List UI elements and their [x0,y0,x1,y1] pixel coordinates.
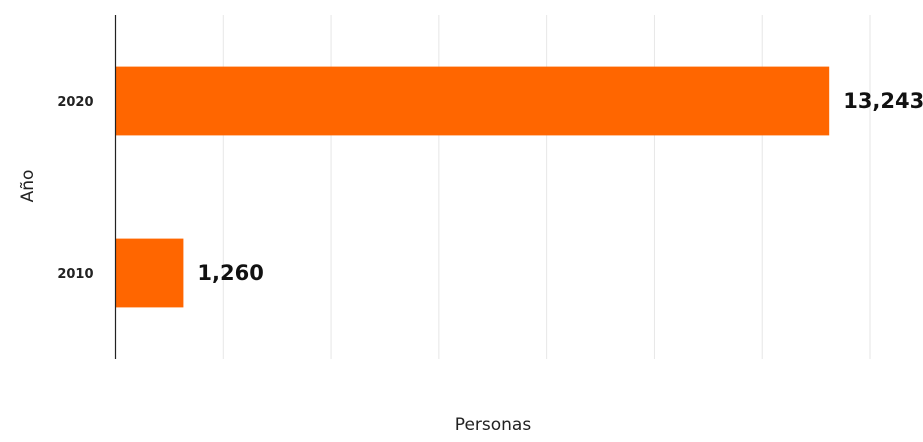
data-label-2010: 1,260 [197,261,263,285]
data-label-2020: 13,243 [843,89,923,113]
bars [115,66,830,308]
bar-2020 [115,66,830,136]
x-axis-title: Personas [455,415,532,435]
y-tick-label-2020: 2020 [57,95,93,110]
y-tick-label-2010: 2010 [57,267,93,282]
bar-2010 [115,238,184,308]
labels: 2020 13,243 2010 1,260 [57,89,923,285]
y-axis-title: Año [18,170,38,203]
